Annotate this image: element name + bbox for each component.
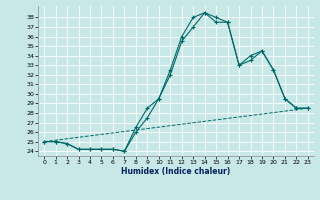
X-axis label: Humidex (Indice chaleur): Humidex (Indice chaleur) <box>121 167 231 176</box>
